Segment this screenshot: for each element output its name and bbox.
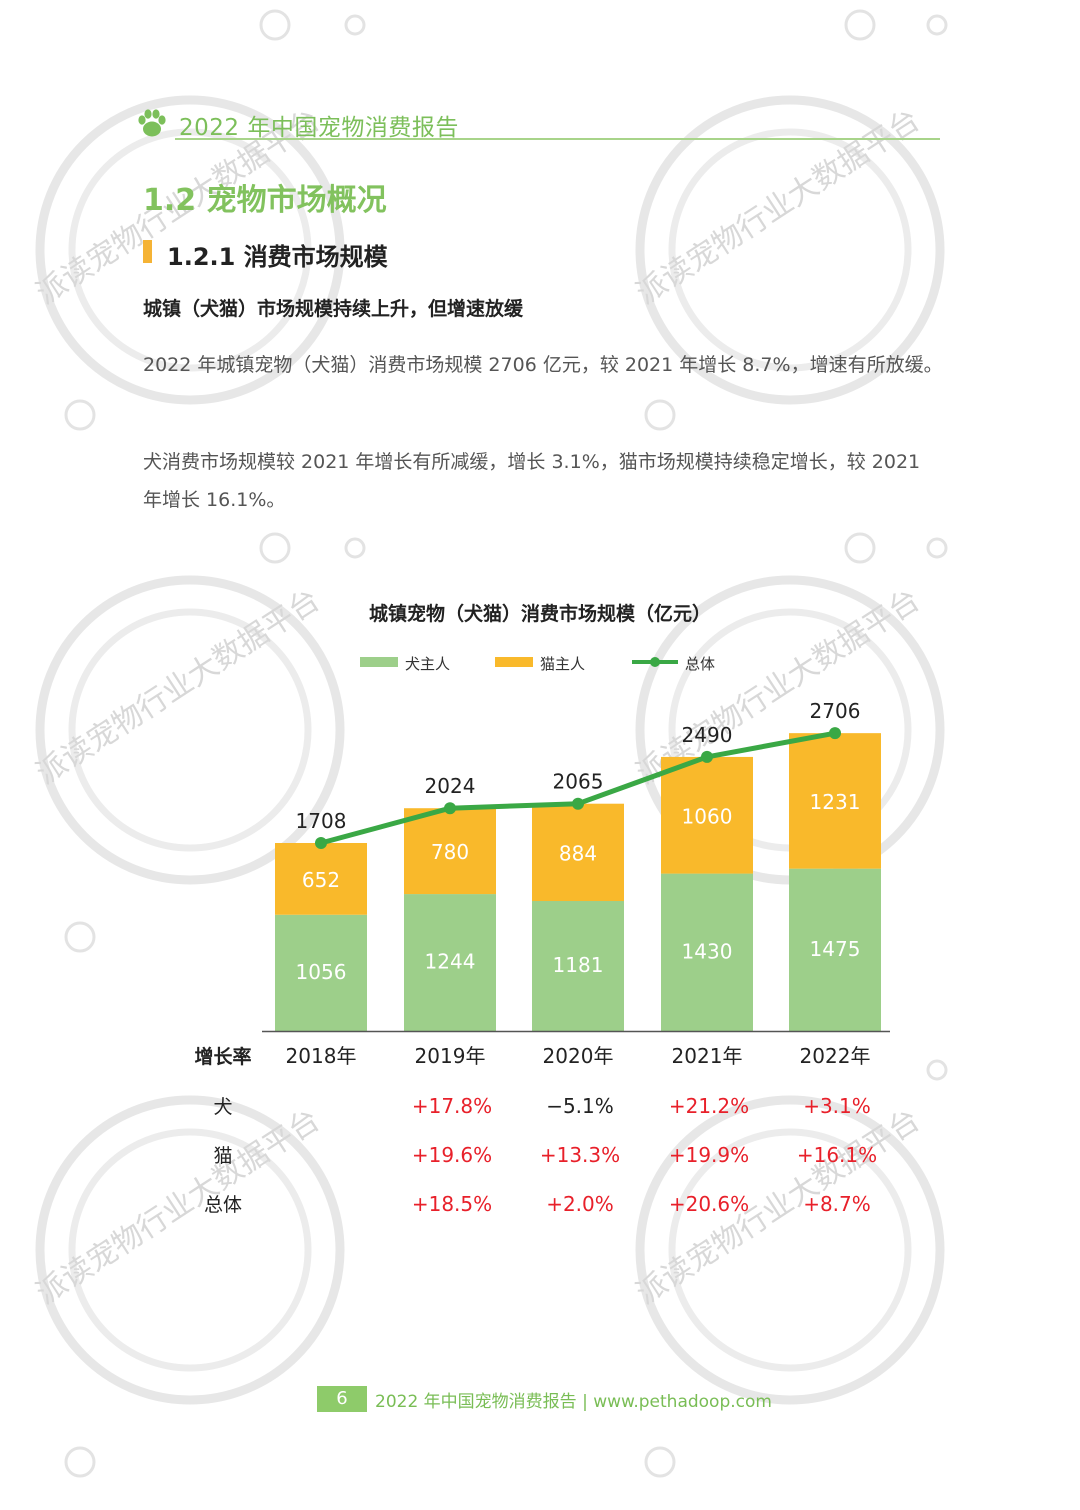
bar-dog: [275, 914, 367, 1031]
bar-label-cat: 884: [559, 841, 597, 865]
paw-icon: [138, 109, 166, 137]
growth-row-label: 犬: [213, 1096, 232, 1118]
point-total: [572, 797, 584, 810]
total-label: 2706: [810, 699, 861, 723]
bar-cat: [404, 808, 496, 895]
legend-swatch-cat: [495, 657, 533, 667]
bar-dog: [789, 868, 881, 1031]
growth-value: +2.0%: [546, 1192, 614, 1216]
growth-value: +13.3%: [540, 1143, 620, 1167]
point-total: [444, 802, 456, 815]
bar-label-dog: 1056: [296, 960, 347, 984]
growth-header: 增长率: [194, 1045, 251, 1068]
header-rule: [175, 138, 940, 140]
section-title: 1.2 宠物市场概况: [143, 183, 387, 218]
legend-marker-total: [650, 657, 660, 667]
bar-label-cat: 652: [302, 868, 340, 892]
growth-value: +3.1%: [803, 1094, 871, 1118]
growth-value: +16.1%: [797, 1143, 877, 1167]
bar-cat: [532, 803, 624, 902]
bar-label-dog: 1181: [553, 953, 604, 977]
bar-label-dog: 1430: [682, 939, 733, 963]
bar-label-dog: 1244: [425, 950, 476, 974]
paragraph-2: 犬消费市场规模较 2021 年增长有所减缓，增长 3.1%，猫市场规模持续稳定增…: [143, 451, 921, 511]
bar-label-cat: 780: [431, 840, 469, 864]
chart-legend: 犬主人 猫主人 总体: [360, 655, 715, 673]
report-title: 2022 年中国宠物消费报告: [179, 115, 459, 141]
bar-dog: [532, 901, 624, 1031]
bar-label-cat: 1060: [682, 804, 733, 828]
legend-label-total: 总体: [685, 655, 715, 673]
growth-value: +8.7%: [803, 1192, 871, 1216]
x-tick-label: 2020年: [543, 1044, 614, 1068]
bar-dog: [404, 894, 496, 1031]
bar-label-dog: 1475: [810, 937, 861, 961]
total-label: 2024: [425, 774, 476, 798]
legend-swatch-dog: [360, 657, 398, 667]
total-label: 2490: [682, 723, 733, 747]
point-total: [315, 837, 327, 849]
lead-sentence: 城镇（犬猫）市场规模持续上升，但增速放缓: [143, 298, 524, 320]
point-total: [829, 727, 841, 740]
market-size-chart: 城镇宠物（犬猫）消费市场规模（亿元）犬主人 猫主人 总体10566521708124…: [194, 602, 890, 1216]
page-number: 6: [317, 1386, 367, 1412]
growth-value: +19.9%: [669, 1143, 749, 1167]
growth-value: −5.1%: [546, 1094, 614, 1118]
legend-label-cat: 猫主人: [540, 655, 585, 673]
subsection-marker: [143, 240, 152, 263]
x-tick-label: 2018年: [286, 1044, 357, 1068]
growth-value: +21.2%: [669, 1094, 749, 1118]
x-tick-label: 2019年: [415, 1044, 486, 1068]
x-tick-label: 2022年: [800, 1044, 871, 1068]
report-header: 2022 年中国宠物消费报告: [135, 104, 940, 142]
growth-value: +18.5%: [412, 1192, 492, 1216]
x-tick-label: 2021年: [672, 1044, 743, 1068]
growth-row-label: 猫: [213, 1145, 232, 1167]
growth-value: +20.6%: [669, 1192, 749, 1216]
total-label: 1708: [296, 809, 347, 833]
growth-value: +17.8%: [412, 1094, 492, 1118]
bar-dog: [661, 873, 753, 1031]
point-total: [701, 750, 713, 763]
chart-title: 城镇宠物（犬猫）消费市场规模（亿元）: [369, 602, 711, 625]
footer-text: 2022 年中国宠物消费报告 | www.pethadoop.com: [375, 1392, 772, 1412]
bar-label-cat: 1231: [810, 790, 861, 814]
growth-value: +19.6%: [412, 1143, 492, 1167]
subsection-title: 1.2.1 消费市场规模: [167, 243, 388, 271]
growth-row-label: 总体: [204, 1194, 242, 1216]
paragraph-1: 2022 年城镇宠物（犬猫）消费市场规模 2706 亿元，较 2021 年增长 …: [143, 354, 943, 376]
legend-label-dog: 犬主人: [405, 655, 450, 673]
total-label: 2065: [553, 770, 604, 794]
